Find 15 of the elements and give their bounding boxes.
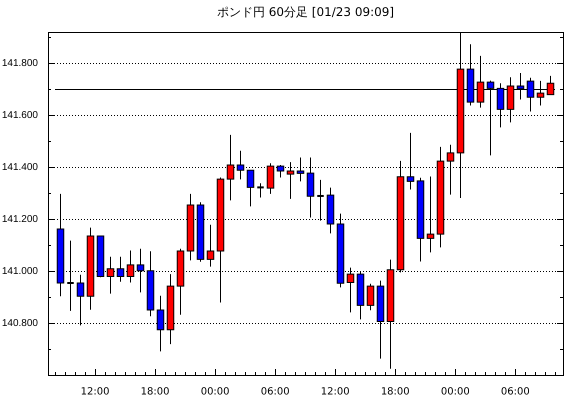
- x-tick-label: 12:00: [80, 386, 110, 398]
- x-tick-label: 18:00: [380, 386, 410, 398]
- x-tick-label: 18:00: [140, 386, 170, 398]
- x-tick-label: 06:00: [260, 386, 290, 398]
- x-tick-label: 00:00: [200, 386, 230, 398]
- chart-title: ポンド円 60分足 [01/23 09:09]: [216, 5, 394, 20]
- y-tick-label: 140.800: [2, 318, 38, 329]
- y-tick-label: 141.600: [2, 110, 38, 121]
- x-tick-label: 00:00: [440, 386, 470, 398]
- y-tick-label: 141.200: [2, 214, 38, 225]
- x-tick-label: 12:00: [320, 386, 350, 398]
- x-tick-label: 06:00: [500, 386, 530, 398]
- y-tick-label: 141.400: [2, 162, 38, 173]
- y-tick-label: 141.800: [2, 58, 38, 69]
- y-tick-label: 141.000: [2, 266, 38, 277]
